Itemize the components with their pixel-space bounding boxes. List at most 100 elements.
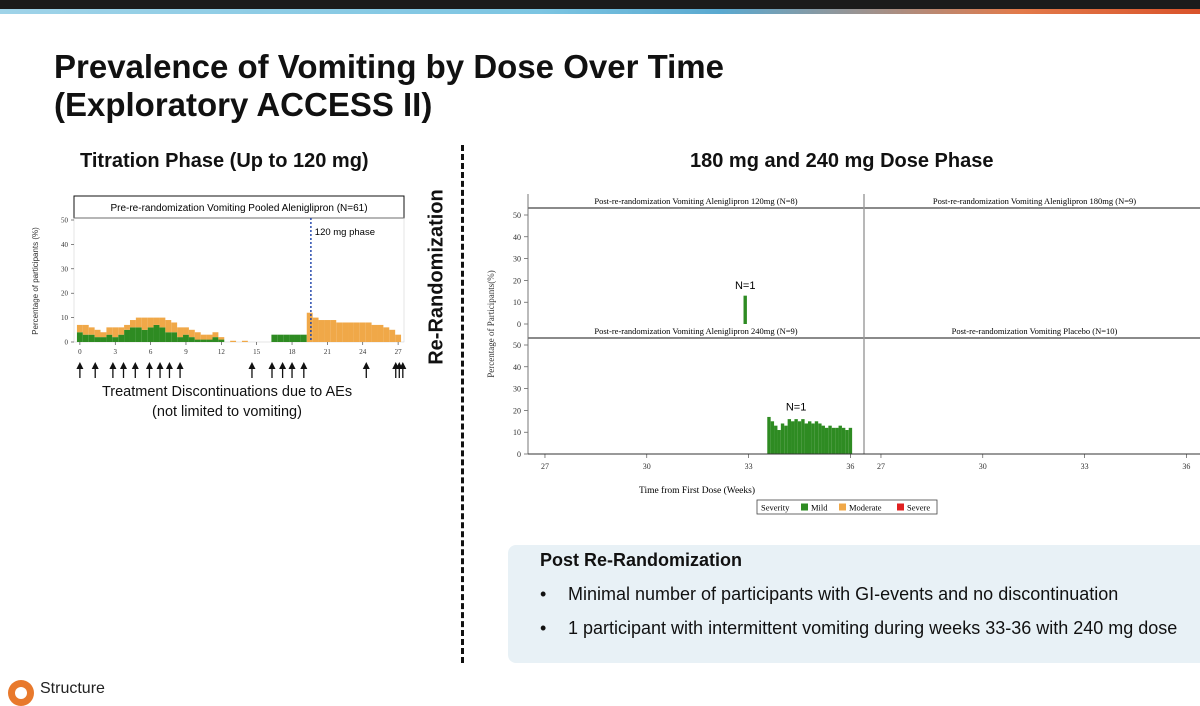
discontinuation-arrow-icon (288, 362, 296, 369)
x-tick-label: 33 (745, 462, 753, 471)
bar-mild (821, 425, 825, 454)
bar-mild (797, 421, 802, 454)
bar-moderate (342, 322, 349, 342)
bar-moderate (348, 322, 354, 342)
y-tick-label: 40 (61, 241, 69, 249)
bar-mild (801, 419, 805, 454)
discontinuation-arrow-icon (156, 362, 164, 369)
x-tick-label: 27 (395, 348, 403, 356)
bar-moderate (82, 324, 89, 335)
y-axis-label: Percentage of Participants(%) (486, 270, 496, 377)
bar-moderate (118, 327, 125, 335)
legend-swatch-mild (801, 503, 808, 511)
bar-mild (141, 329, 148, 342)
bar-moderate (395, 334, 402, 342)
bar-moderate (88, 327, 95, 335)
y-axis-label: Percentage of participants (%) (31, 227, 40, 335)
bar-moderate (218, 337, 225, 340)
post-rerandomization-panel (508, 545, 1200, 663)
bar-moderate (147, 317, 154, 328)
bar-mild (814, 421, 819, 454)
bar-mild (300, 334, 307, 342)
bar-mild (200, 339, 207, 342)
bar-moderate (106, 327, 113, 335)
bar-moderate (365, 322, 372, 342)
bar-moderate (188, 329, 195, 338)
bar-mild (824, 427, 829, 454)
bar-moderate (153, 317, 160, 325)
bar-mild (106, 334, 113, 342)
bar-moderate (383, 327, 390, 342)
bar-mild (774, 425, 778, 454)
bar-moderate (230, 340, 237, 342)
bar-moderate (194, 332, 201, 340)
legend-item: Severe (907, 503, 930, 513)
y-tick-label: 20 (61, 290, 69, 298)
y-tick-label: 30 (61, 265, 69, 273)
bar-mild (777, 430, 781, 454)
bar-mild (289, 334, 295, 342)
bar-mild (294, 334, 301, 342)
x-tick-label: 33 (1081, 462, 1089, 471)
bar-mild (159, 327, 166, 342)
panel-title: Post-re-randomization Vomiting Aleniglip… (594, 196, 797, 206)
discontinuation-caption-line1: Treatment Discontinuations due to AEs (101, 384, 353, 400)
y-tick-label: 10 (513, 298, 521, 307)
bar-mild (818, 423, 822, 454)
panel-title: Post-re-randomization Vomiting Aleniglip… (594, 326, 797, 336)
y-tick-label: 50 (513, 341, 521, 350)
x-tick-label: 24 (359, 348, 367, 356)
top-bar (0, 0, 1200, 14)
phase-label: 120 mg phase (315, 227, 375, 238)
structure-logo-icon (8, 680, 34, 706)
bar-moderate (76, 324, 83, 333)
bar-mild (845, 430, 849, 454)
bar-moderate (183, 327, 189, 335)
bullet-text: 1 participant with intermittent vomiting… (568, 618, 1178, 638)
bar-moderate (171, 322, 178, 333)
discontinuation-arrow-icon (165, 362, 173, 369)
bar-moderate (129, 320, 136, 328)
titration-chart: Pre-re-randomization Vomiting Pooled Ale… (31, 195, 407, 378)
discontinuation-arrow-icon (399, 362, 407, 369)
bar-mild (183, 334, 189, 342)
y-tick-label: 0 (65, 339, 69, 347)
panel-title: Pre-re-randomization Vomiting Pooled Ale… (110, 203, 367, 214)
discontinuation-arrow-icon (268, 362, 276, 369)
discontinuation-arrow-icon (91, 362, 99, 369)
bar-moderate (377, 324, 384, 342)
x-tick-label: 6 (149, 348, 153, 356)
y-tick-label: 20 (513, 276, 521, 285)
discontinuation-caption-line2: (not limited to vomiting) (152, 404, 302, 420)
y-tick-label: 10 (61, 314, 69, 322)
y-tick-label: 40 (513, 363, 521, 372)
bar-moderate (112, 327, 119, 338)
bar-mild (808, 421, 812, 454)
y-tick-label: 10 (513, 428, 521, 437)
bar-moderate (177, 327, 184, 338)
legend-title: Severity (761, 503, 790, 513)
x-tick-label: 27 (877, 462, 885, 471)
slide-title-line2: (Exploratory ACCESS II) (54, 86, 433, 123)
bar-mild (838, 425, 842, 454)
rerandomization-text: Re-Randomization (425, 189, 448, 365)
x-tick-label: 18 (289, 348, 297, 356)
bar-mild (94, 337, 101, 342)
bar-mild (787, 419, 792, 454)
plot-area (73, 217, 405, 343)
panel-title: Post Re-Randomization (540, 550, 743, 570)
bar-moderate (318, 320, 325, 342)
bar-mild (743, 295, 747, 324)
discontinuation-arrow-icon (362, 362, 370, 369)
x-tick-label: 30 (979, 462, 987, 471)
bar-mild (835, 427, 839, 454)
x-tick-label: 12 (218, 348, 226, 356)
bar-mild (153, 324, 160, 342)
bar-annotation: N=1 (735, 280, 756, 292)
y-tick-label: 20 (513, 406, 521, 415)
bar-mild (831, 427, 836, 454)
discontinuation-arrow-icon (279, 362, 287, 369)
x-tick-label: 3 (114, 348, 118, 356)
panel-title: Post-re-randomization Vomiting Placebo (… (952, 326, 1118, 336)
bar-mild (177, 337, 184, 342)
